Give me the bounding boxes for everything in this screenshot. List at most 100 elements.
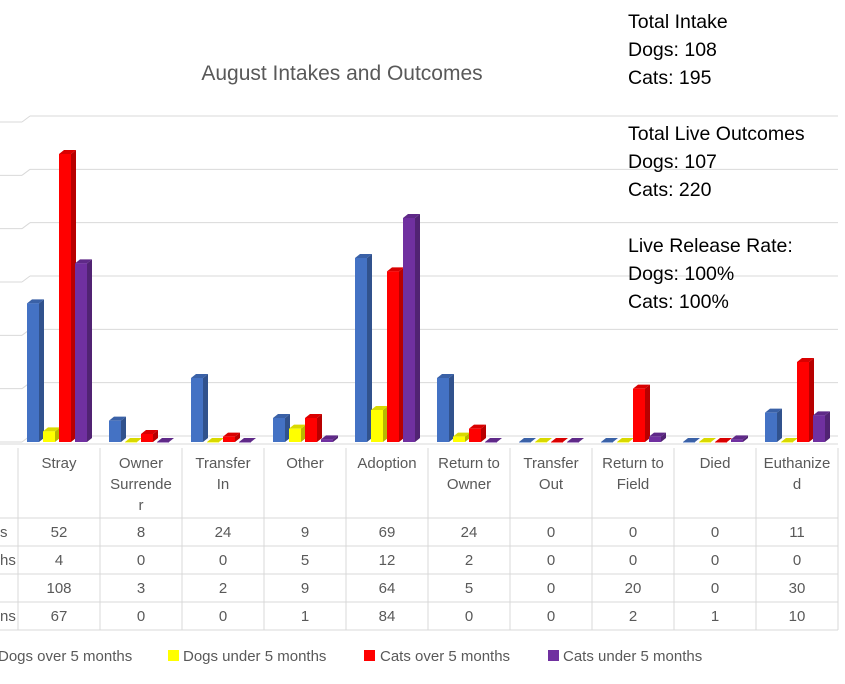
- bar-top: [321, 435, 338, 440]
- bar: [157, 442, 169, 443]
- bar: [551, 442, 563, 443]
- bar-top: [125, 438, 142, 442]
- table-cell: 0: [547, 524, 555, 541]
- table-cell: 11: [789, 524, 805, 541]
- table-cell: 0: [465, 608, 473, 625]
- category-label: d: [793, 476, 801, 493]
- bar-top: [601, 438, 618, 442]
- note-live-release-rate: Live Release Rate: Dogs: 100% Cats: 100%: [628, 232, 843, 316]
- table-cell: 0: [711, 552, 719, 569]
- category-label: Return to: [438, 455, 500, 472]
- data-table: Stray Owner Surrende r Transfer In Other Adopti…: [0, 448, 839, 631]
- bar: [797, 362, 809, 442]
- bar-side: [383, 406, 388, 442]
- bar: [355, 258, 367, 442]
- table-row-label: s: [0, 524, 8, 541]
- bar-top: [567, 438, 584, 442]
- note-heading: Total Intake: [628, 11, 728, 33]
- table-cell: 0: [629, 524, 637, 541]
- bar-top: [469, 424, 486, 429]
- bar-side: [661, 432, 666, 442]
- bar-top: [75, 259, 92, 264]
- bar: [567, 442, 579, 443]
- bar: [683, 442, 695, 443]
- bar-top: [453, 432, 470, 437]
- table-cell: 4: [55, 552, 63, 569]
- bar-side: [645, 384, 650, 442]
- category-label: Return to: [602, 455, 664, 472]
- table-cell: 0: [219, 552, 227, 569]
- bar-side: [55, 427, 60, 442]
- table-cell: 0: [137, 552, 145, 569]
- category-label: Surrende: [110, 476, 172, 493]
- bar-side: [121, 416, 126, 442]
- table-cell: 0: [219, 608, 227, 625]
- category-label: Out: [539, 476, 564, 493]
- bar-top: [617, 438, 634, 442]
- note-heading: Live Release Rate:: [628, 235, 793, 257]
- table-cell: 5: [301, 552, 309, 569]
- table-cell: 24: [215, 524, 232, 541]
- category-label: Adoption: [357, 455, 416, 472]
- category-label: Transfer: [523, 455, 578, 472]
- bar-side: [825, 411, 830, 442]
- bar: [469, 428, 481, 442]
- legend-label: Cats over 5 months: [380, 648, 510, 665]
- bar: [371, 410, 383, 442]
- bar-top: [273, 414, 290, 418]
- gridline-side: [21, 115, 31, 123]
- bar: [125, 442, 137, 443]
- table-cell: 69: [379, 524, 396, 541]
- bar-side: [465, 432, 470, 442]
- table-cell: 0: [547, 580, 555, 597]
- bar-top: [141, 430, 158, 434]
- note-line: Dogs: 108: [628, 39, 717, 61]
- legend-label: Dogs over 5 months: [0, 648, 132, 665]
- bar-top: [519, 438, 536, 442]
- bar: [601, 442, 613, 443]
- table-cell: 2: [629, 608, 637, 625]
- bar: [649, 436, 661, 442]
- bar-side: [809, 358, 814, 442]
- bar-side: [203, 374, 208, 442]
- bar-side: [367, 254, 372, 442]
- gridline-side: [21, 168, 31, 176]
- bar-top: [715, 438, 732, 442]
- bar-side: [415, 214, 420, 442]
- legend-label: Cats under 5 months: [563, 648, 702, 665]
- table-cell: 84: [379, 608, 396, 625]
- bar-top: [699, 438, 716, 442]
- table-cell: 2: [465, 552, 473, 569]
- table-cell: 5: [465, 580, 473, 597]
- category-label: Owner: [119, 455, 163, 472]
- gridlines: [0, 115, 838, 445]
- bar-top: [207, 438, 224, 442]
- bar-side: [87, 259, 92, 442]
- bar-top: [157, 438, 174, 442]
- bar: [715, 442, 727, 443]
- table-cell: 20: [625, 580, 642, 597]
- category-label: Euthanize: [764, 455, 831, 472]
- bar-side: [399, 267, 404, 442]
- legend-swatch: [364, 650, 375, 661]
- bar: [141, 434, 153, 442]
- bar-top: [797, 358, 814, 362]
- bar: [617, 442, 629, 443]
- table-cell: 8: [137, 524, 145, 541]
- bar-side: [777, 408, 782, 442]
- table-cell: 1: [301, 608, 309, 625]
- bar-top: [191, 374, 208, 378]
- bar-top: [551, 438, 568, 442]
- bar: [305, 418, 317, 442]
- bar-side: [317, 414, 322, 442]
- bar-top: [683, 438, 700, 442]
- note-line: Dogs: 107: [628, 151, 717, 173]
- bar-top: [305, 414, 322, 418]
- legend-swatch: [548, 650, 559, 661]
- bar-side: [71, 150, 76, 442]
- bar: [43, 431, 55, 442]
- bar-top: [223, 432, 240, 437]
- note-heading: Total Live Outcomes: [628, 123, 805, 145]
- bar: [765, 412, 777, 442]
